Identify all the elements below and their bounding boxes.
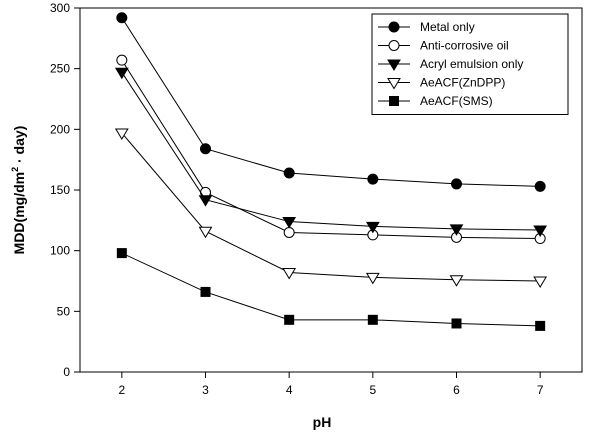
legend-label: Anti-corrosive oil	[420, 39, 509, 53]
y-tick-label: 300	[50, 1, 70, 15]
series-line	[121, 132, 541, 282]
data-point	[533, 225, 548, 238]
series-line	[121, 252, 541, 327]
y-tick-label: 250	[50, 62, 70, 76]
data-point	[451, 178, 462, 190]
y-tick-label: 200	[50, 122, 70, 136]
data-point	[116, 248, 127, 259]
data-point	[198, 195, 213, 207]
data-point	[367, 173, 379, 185]
data-point	[534, 180, 546, 192]
data-point	[367, 314, 378, 325]
data-point	[284, 314, 295, 325]
data-point	[282, 217, 297, 229]
data-point	[365, 221, 380, 234]
legend-item: Anti-corrosive oil	[378, 39, 509, 53]
data-point	[114, 128, 129, 140]
series-3	[114, 128, 548, 288]
data-point	[387, 78, 401, 90]
series-line	[121, 59, 541, 240]
x-axis-title: pH	[313, 414, 332, 430]
legend-item: AeACF(ZnDPP)	[378, 76, 505, 90]
legend-label: Metal only	[420, 20, 475, 34]
series-1	[116, 54, 546, 245]
x-tick-label: 3	[202, 383, 209, 397]
series-4	[116, 248, 546, 331]
data-point	[388, 40, 400, 51]
series-line	[121, 17, 541, 187]
legend-item: Acryl emulsion only	[378, 57, 523, 71]
data-point	[116, 54, 128, 66]
data-point	[449, 275, 464, 287]
legend-label: AeACF(SMS)	[420, 94, 493, 108]
y-tick-label: 50	[57, 304, 71, 318]
series-2	[114, 67, 548, 238]
y-axis-title: MDD(mg/dm2 · day)	[10, 126, 27, 255]
data-point	[449, 224, 464, 236]
y-tick-label: 100	[50, 244, 70, 258]
data-point	[200, 286, 211, 297]
legend: Metal only Anti-corrosive oil Acryl emulsi…	[371, 13, 569, 115]
data-point	[198, 226, 213, 239]
y-tick-label: 150	[50, 183, 70, 197]
data-point	[116, 12, 128, 24]
legend-label: AeACF(ZnDPP)	[420, 76, 505, 90]
data-point	[389, 96, 399, 106]
y-axis-title-text: MDD(mg/dm	[11, 172, 27, 254]
legend-item: Metal only	[378, 20, 475, 34]
data-point	[535, 320, 546, 331]
data-point	[533, 276, 548, 288]
data-point	[365, 272, 380, 285]
x-axis: 2 3 4 5 6 7	[118, 372, 544, 397]
data-point	[114, 67, 129, 80]
data-point	[388, 21, 400, 33]
series-line	[121, 72, 541, 231]
y-tick-label: 0	[63, 365, 70, 379]
legend-item: AeACF(SMS)	[378, 94, 493, 108]
data-point	[282, 268, 297, 280]
data-point	[283, 167, 295, 179]
data-point	[283, 226, 295, 238]
legend-label: Acryl emulsion only	[420, 57, 523, 71]
x-tick-label: 7	[537, 383, 544, 397]
x-tick-label: 6	[453, 383, 460, 397]
series-0	[116, 12, 546, 192]
y-axis-title-text: · day)	[11, 126, 27, 167]
data-point	[200, 143, 211, 155]
x-tick-label: 5	[369, 383, 376, 397]
x-tick-label: 2	[118, 383, 125, 397]
data-point	[387, 59, 401, 71]
y-axis-title-superscript: 2	[10, 167, 20, 172]
data-point	[451, 318, 462, 329]
x-tick-label: 4	[286, 383, 293, 397]
y-axis: 0 50 100 150 200 250 300	[50, 1, 80, 379]
series-layer	[114, 12, 548, 331]
